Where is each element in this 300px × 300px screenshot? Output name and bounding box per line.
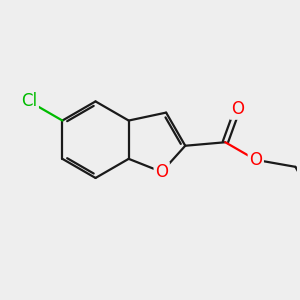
Text: Cl: Cl [21,92,37,110]
Text: O: O [231,100,244,118]
Text: O: O [155,163,168,181]
Text: O: O [249,151,262,169]
